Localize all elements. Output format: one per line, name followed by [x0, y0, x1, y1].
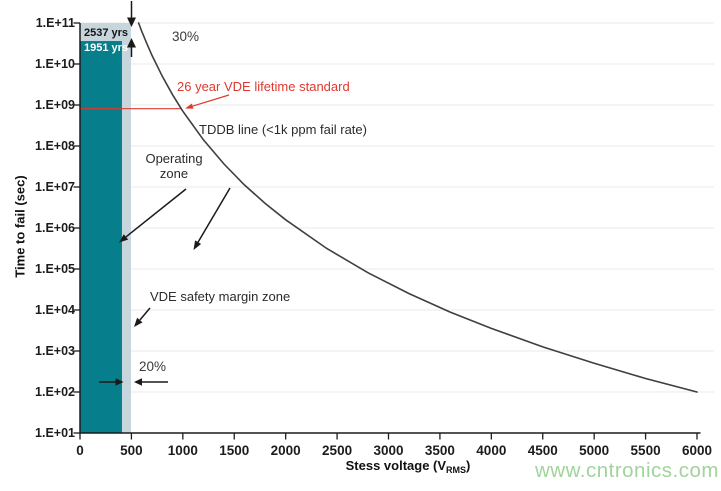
y-tick-label: 1.E+07 — [35, 179, 75, 194]
operating-zone — [80, 41, 122, 433]
zones — [80, 23, 132, 433]
x-axis-title-subscript: RMS — [446, 465, 467, 475]
margin-top-down-arrow — [127, 1, 136, 27]
lifetime-label-1951yrs: 1951 yrs — [84, 42, 129, 54]
x-tick-label: 5500 — [630, 443, 661, 458]
x-tick-label: 2500 — [322, 443, 353, 458]
x-axis-title-end: ) — [466, 458, 471, 473]
x-tick-label: 5000 — [579, 443, 610, 458]
y-tick-label: 1.E+05 — [35, 261, 75, 276]
x-tick-label: 3500 — [424, 443, 455, 458]
series — [80, 22, 698, 393]
pct20-left-arrow — [134, 378, 168, 386]
x-tick-label: 4500 — [527, 443, 558, 458]
x-tick-label: 3000 — [373, 443, 404, 458]
x-tick-label: 4000 — [476, 443, 507, 458]
x-tick-label: 1000 — [167, 443, 198, 458]
x-tick-label: 2000 — [270, 443, 301, 458]
y-tick-label: 1.E+01 — [35, 425, 75, 440]
annotation-arrows — [99, 1, 231, 386]
pct20-right-arrow — [99, 378, 124, 386]
x-tick-label: 1500 — [219, 443, 250, 458]
lifetime-label-2537yrs: 2537 yrs — [84, 27, 129, 39]
y-tick-label: 1.E+08 — [35, 138, 75, 153]
x-axis-title-main: Stess voltage (V — [345, 458, 447, 473]
x-tick-label: 6000 — [681, 443, 713, 458]
y-tick-label: 1.E+04 — [35, 302, 75, 317]
y-tick-label: 1.E+11 — [35, 15, 75, 30]
x-axis-title: Stess voltage (VRMS) — [308, 458, 508, 475]
margin-20pct-label: 20% — [139, 359, 167, 374]
operating-zone-arrow-2 — [193, 187, 231, 250]
y-axis-title: Time to fail (sec) — [12, 175, 28, 278]
axes — [73, 22, 701, 440]
vde-standard-label: 26 year VDE lifetime standard — [177, 79, 350, 94]
safety-margin-zone-label: VDE safety margin zone — [150, 289, 291, 304]
y-tick-label: 1.E+02 — [35, 384, 75, 399]
y-tick-label: 1.E+10 — [35, 56, 75, 71]
y-tick-label: 1.E+06 — [35, 220, 75, 235]
operating-zone-label: Operating zone — [145, 151, 203, 181]
axis-ticks — [73, 22, 698, 440]
band-up-arrow — [127, 38, 136, 57]
margin-30pct-label: 30% — [172, 29, 200, 44]
operating-zone-arrow-1 — [119, 188, 187, 243]
tddb-line-label: TDDB line (<1k ppm fail rate) — [199, 122, 367, 137]
y-tick-label: 1.E+09 — [35, 97, 75, 112]
margin-zone-arrow — [134, 307, 151, 327]
x-tick-label: 0 — [76, 443, 84, 458]
tddb-curve — [137, 22, 698, 393]
gridlines — [80, 22, 714, 393]
watermark: www.cntronics.com — [535, 459, 719, 482]
x-tick-label: 500 — [120, 443, 143, 458]
vde-standard-arrow — [185, 94, 230, 109]
y-tick-label: 1.E+03 — [35, 343, 75, 358]
